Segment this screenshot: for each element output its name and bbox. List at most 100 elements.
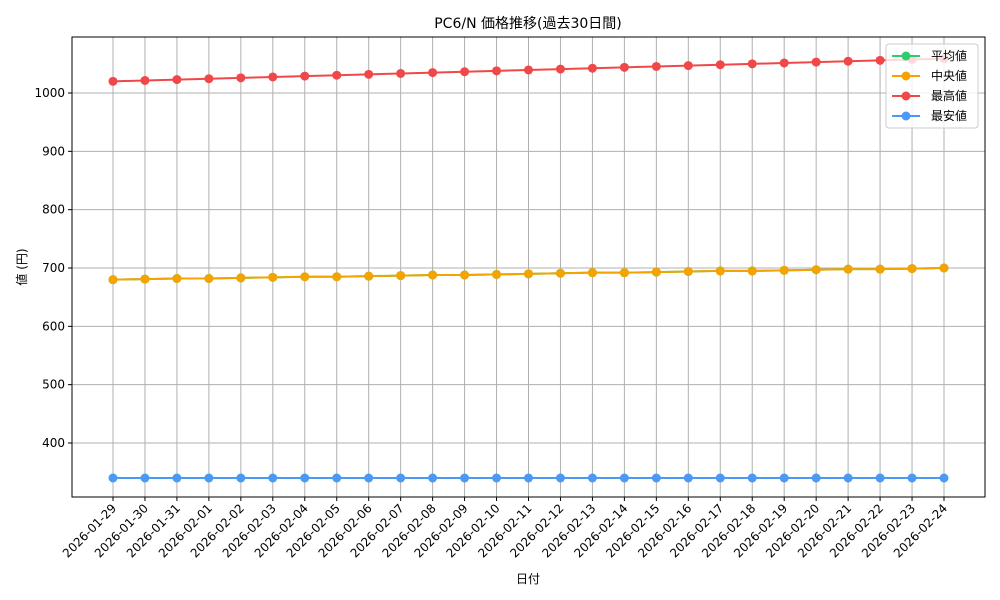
legend-label: 最高値 bbox=[931, 88, 967, 103]
legend-label: 最安値 bbox=[931, 108, 967, 123]
data-point bbox=[204, 74, 214, 84]
data-point bbox=[875, 264, 885, 274]
data-point bbox=[236, 473, 246, 483]
x-axis-ticks: 2026-01-292026-01-302026-01-312026-02-01… bbox=[60, 497, 950, 560]
data-point bbox=[460, 270, 470, 280]
series-最高値 bbox=[108, 54, 949, 86]
y-tick-label: 700 bbox=[42, 261, 65, 275]
data-point bbox=[907, 264, 917, 274]
data-point bbox=[524, 65, 533, 75]
y-tick-label: 600 bbox=[42, 319, 65, 333]
series-最安値 bbox=[108, 473, 949, 483]
y-tick-label: 900 bbox=[42, 144, 65, 158]
data-point bbox=[715, 266, 725, 276]
data-point bbox=[779, 473, 789, 483]
data-point bbox=[747, 473, 757, 483]
data-point bbox=[587, 473, 597, 483]
data-point bbox=[460, 67, 470, 77]
data-point bbox=[364, 473, 374, 483]
data-point bbox=[332, 473, 342, 483]
data-point bbox=[779, 58, 789, 68]
data-point bbox=[843, 264, 853, 274]
data-point bbox=[492, 269, 502, 279]
data-point bbox=[779, 265, 789, 275]
data-point bbox=[939, 473, 949, 483]
data-point bbox=[300, 272, 310, 282]
data-point bbox=[683, 473, 693, 483]
data-point bbox=[524, 269, 533, 279]
data-point bbox=[587, 268, 597, 278]
data-point bbox=[172, 75, 182, 85]
data-point bbox=[939, 263, 949, 273]
data-point bbox=[332, 272, 342, 282]
data-point bbox=[364, 69, 374, 79]
y-tick-label: 1000 bbox=[34, 86, 65, 100]
data-point bbox=[492, 66, 502, 76]
data-point bbox=[268, 272, 278, 282]
data-point bbox=[843, 473, 853, 483]
data-series bbox=[108, 54, 949, 483]
data-point bbox=[747, 59, 757, 69]
data-point bbox=[811, 473, 821, 483]
data-point bbox=[875, 55, 885, 65]
legend-marker-icon bbox=[901, 71, 911, 81]
data-point bbox=[204, 274, 214, 283]
data-point bbox=[428, 270, 438, 280]
legend-marker-icon bbox=[901, 91, 911, 101]
data-point bbox=[428, 68, 438, 78]
chart-title: PC6/N 価格推移(過去30日間) bbox=[434, 16, 622, 32]
data-point bbox=[140, 274, 150, 284]
data-point bbox=[683, 267, 693, 276]
data-point bbox=[619, 473, 629, 483]
data-point bbox=[108, 275, 118, 285]
data-point bbox=[715, 473, 725, 483]
data-point bbox=[811, 265, 821, 275]
data-point bbox=[619, 268, 629, 278]
legend-box bbox=[885, 43, 979, 129]
series-中央値 bbox=[108, 263, 949, 285]
data-point bbox=[268, 473, 278, 483]
y-tick-label: 500 bbox=[42, 378, 65, 392]
legend-marker-icon bbox=[901, 111, 911, 121]
data-point bbox=[460, 473, 470, 483]
data-point bbox=[875, 473, 885, 483]
data-point bbox=[204, 473, 214, 483]
legend-item: 中央値 bbox=[892, 68, 967, 83]
data-point bbox=[268, 72, 278, 82]
data-point bbox=[428, 473, 438, 483]
data-point bbox=[396, 473, 406, 483]
data-point bbox=[236, 273, 246, 283]
data-point bbox=[108, 473, 118, 483]
data-point bbox=[747, 266, 757, 276]
data-point bbox=[300, 71, 310, 81]
data-point bbox=[811, 57, 821, 67]
data-point bbox=[683, 61, 693, 71]
legend-label: 平均値 bbox=[931, 48, 967, 63]
data-point bbox=[492, 473, 502, 483]
data-point bbox=[140, 473, 150, 483]
data-point bbox=[140, 75, 150, 85]
data-point bbox=[651, 473, 661, 483]
x-axis-label: 日付 bbox=[516, 572, 540, 586]
data-point bbox=[172, 274, 182, 283]
data-point bbox=[555, 64, 565, 74]
data-point bbox=[332, 70, 342, 80]
data-point bbox=[172, 473, 182, 483]
data-point bbox=[715, 60, 725, 70]
data-point bbox=[651, 267, 661, 277]
data-point bbox=[396, 271, 406, 281]
legend-label: 中央値 bbox=[931, 68, 967, 83]
data-point bbox=[907, 473, 917, 483]
legend-item: 最高値 bbox=[892, 88, 967, 103]
data-point bbox=[108, 76, 118, 86]
data-point bbox=[843, 56, 853, 66]
legend-item: 最安値 bbox=[892, 108, 967, 123]
data-point bbox=[396, 68, 406, 78]
data-point bbox=[651, 61, 661, 71]
data-point bbox=[236, 73, 246, 83]
data-point bbox=[364, 271, 374, 281]
y-tick-label: 800 bbox=[42, 203, 65, 217]
y-tick-label: 400 bbox=[42, 436, 65, 450]
